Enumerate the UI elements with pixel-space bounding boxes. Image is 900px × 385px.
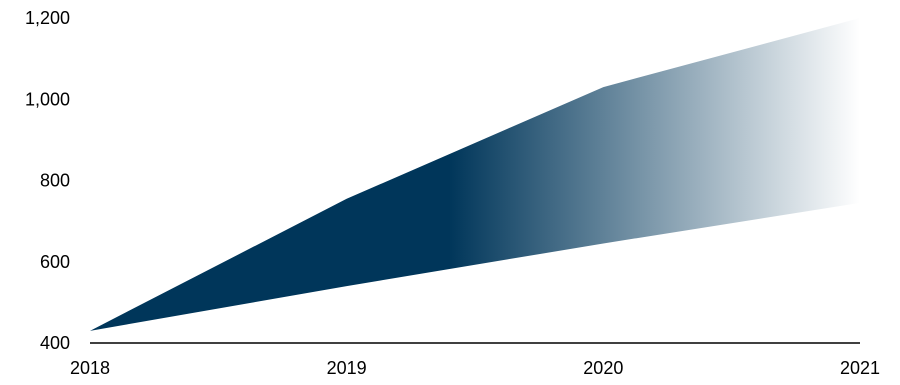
x-tick-label: 2020 <box>583 358 623 378</box>
x-tick-label: 2018 <box>70 358 110 378</box>
y-tick-label: 1,200 <box>25 8 70 28</box>
y-tick-label: 600 <box>40 252 70 272</box>
x-tick-label: 2021 <box>840 358 880 378</box>
y-axis: 400 600 800 1,000 1,200 <box>25 8 70 353</box>
y-tick-label: 400 <box>40 333 70 353</box>
y-tick-label: 1,000 <box>25 89 70 109</box>
band-layer <box>90 18 860 331</box>
x-axis-ticks: 2018 2019 2020 2021 <box>70 358 880 378</box>
x-tick-label: 2019 <box>327 358 367 378</box>
y-tick-label: 800 <box>40 171 70 191</box>
area-band <box>90 18 860 331</box>
